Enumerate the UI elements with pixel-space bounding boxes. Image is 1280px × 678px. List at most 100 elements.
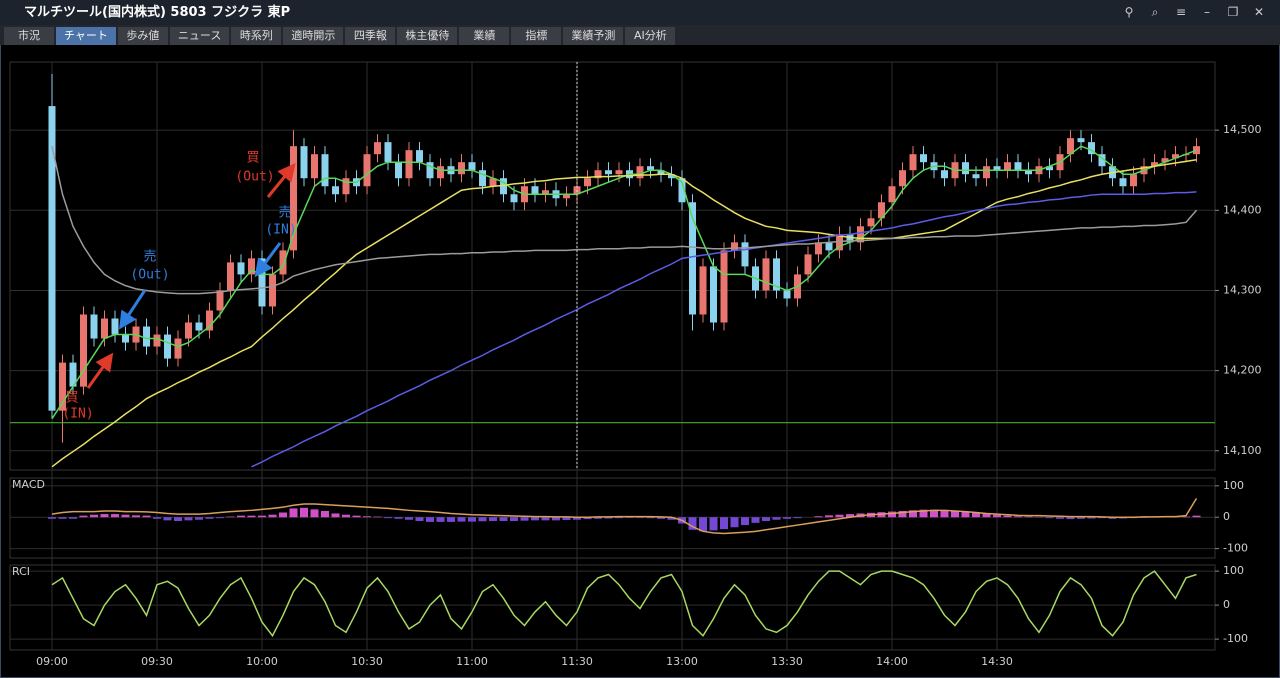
histogram-bar [289, 508, 298, 518]
histogram-bar [531, 517, 539, 521]
panel-frame [9, 61, 1216, 471]
maximize-button[interactable]: ❐ [1227, 5, 1239, 19]
candle-body [500, 178, 507, 195]
candle-body [48, 106, 56, 411]
histogram-bar [688, 517, 697, 530]
search-button[interactable]: ⌕ [1151, 5, 1159, 19]
y-tick-label: 100 [1223, 564, 1244, 577]
title-bar: マルチツール(国内株式) 5803 フジクラ 東P ⚲ ⌕ ≡ – ❐ ✕ [0, 0, 1280, 25]
candle-body [69, 362, 77, 387]
tab[interactable]: 時系列 [231, 27, 282, 45]
histogram-bar [310, 509, 319, 518]
series-line [51, 498, 1198, 535]
candle-body [773, 258, 780, 291]
tab[interactable]: 四季報 [345, 27, 396, 45]
candle-body [489, 178, 497, 187]
tab[interactable]: AI分析 [625, 27, 676, 45]
x-tick-label: 14:30 [981, 655, 1013, 668]
histogram-bar [604, 517, 613, 519]
tab[interactable]: 適時開示 [283, 27, 344, 45]
annotation: 買 [65, 391, 78, 406]
candle-body [605, 170, 612, 175]
candle-body [248, 258, 255, 275]
tab[interactable]: 業績 [459, 27, 510, 45]
candle-body [80, 314, 87, 387]
histogram-bar [436, 517, 445, 522]
histogram-bar [951, 510, 959, 518]
tab[interactable]: チャート [56, 27, 116, 45]
arrow [119, 289, 147, 330]
arrow [86, 352, 114, 389]
histogram-bar [447, 517, 455, 522]
candle-body [878, 202, 885, 219]
histogram-bar [657, 517, 665, 519]
histogram-bar [121, 514, 130, 518]
histogram-bar [667, 517, 676, 520]
histogram-bar [100, 514, 109, 518]
histogram-bar [709, 517, 718, 531]
annotation: (Out) [130, 268, 169, 283]
histogram-bar [972, 512, 980, 518]
candle-body [143, 326, 150, 347]
histogram-bar [814, 516, 823, 518]
candle-body [1130, 174, 1137, 187]
link-button[interactable]: ⚲ [1124, 5, 1134, 19]
histogram-bar [363, 516, 371, 518]
tab[interactable]: 株主優待 [397, 27, 458, 45]
histogram-bar [1108, 517, 1117, 519]
histogram-bar [352, 515, 361, 518]
tab[interactable]: 歩み値 [117, 27, 168, 45]
histogram-bar [730, 517, 739, 528]
tab[interactable]: 業績予測 [563, 27, 624, 45]
histogram-bar [457, 517, 466, 522]
window-title: マルチツール(国内株式) 5803 フジクラ 東P [24, 5, 291, 20]
minimize-button[interactable]: – [1204, 5, 1210, 19]
x-tick-label: 10:30 [351, 655, 383, 668]
histogram-bar [510, 517, 518, 521]
panel-title: RCI [12, 565, 30, 578]
tab[interactable]: ニュース [169, 27, 230, 45]
menu-button[interactable]: ≡ [1175, 5, 1187, 19]
histogram-bar [993, 514, 1001, 518]
close-button[interactable]: ✕ [1253, 5, 1265, 19]
histogram-bar [142, 515, 151, 518]
arrow [266, 163, 296, 198]
candle-body [741, 242, 749, 267]
candle-body [909, 154, 917, 171]
candle-body [657, 170, 665, 175]
candle-body [857, 226, 864, 243]
annotation: (Out) [235, 170, 274, 185]
candle-body [731, 242, 738, 251]
candle-body [899, 170, 906, 187]
histogram-bar [909, 510, 917, 518]
candle-body [615, 170, 623, 175]
y-tick-label: 0 [1223, 598, 1230, 611]
candle-body [531, 186, 539, 195]
histogram-bar [562, 517, 571, 521]
y-tick-label: -100 [1223, 632, 1248, 645]
histogram-bar [342, 514, 350, 518]
panel-frame [9, 477, 1216, 559]
y-tick-label: 14,100 [1223, 444, 1262, 457]
y-tick-label: 14,500 [1223, 123, 1262, 136]
tab[interactable]: 市況 [4, 27, 54, 45]
x-tick-label: 13:00 [666, 655, 698, 668]
candle-body [1172, 154, 1179, 159]
series-line [51, 146, 1198, 295]
candle-body [437, 166, 444, 179]
x-tick-label: 11:00 [456, 655, 488, 668]
candle-body [1161, 158, 1169, 163]
candle-body [1067, 138, 1074, 155]
histogram-bar [720, 517, 728, 530]
candle-body [689, 202, 696, 315]
series-line [51, 159, 1197, 468]
histogram-bar [940, 510, 949, 518]
candle-body [279, 250, 287, 275]
histogram-bar [930, 509, 938, 518]
histogram-bar [90, 514, 98, 518]
candle-body [563, 194, 570, 199]
tab[interactable]: 指標 [511, 27, 562, 45]
histogram-bar [258, 515, 266, 518]
candle-body [920, 154, 927, 163]
